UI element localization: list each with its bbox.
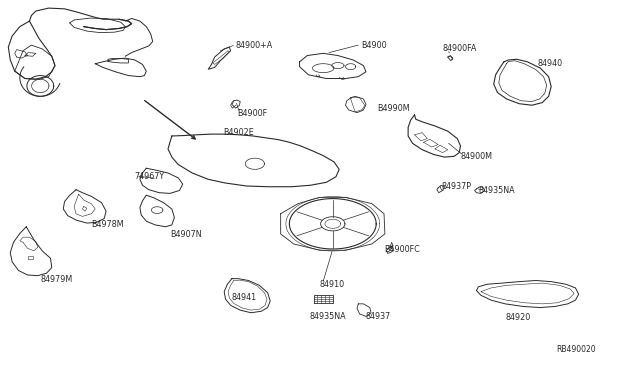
Text: B4907N: B4907N: [170, 230, 202, 239]
Text: 74967Y: 74967Y: [135, 172, 165, 181]
Text: 84910: 84910: [320, 280, 345, 289]
Text: 84940: 84940: [537, 59, 563, 68]
Text: B4900: B4900: [361, 41, 387, 50]
Text: 84937P: 84937P: [442, 182, 471, 190]
Text: 84941: 84941: [232, 293, 257, 302]
Text: 84900FA: 84900FA: [443, 44, 477, 53]
Text: RB490020: RB490020: [556, 345, 596, 354]
Text: 84900+A: 84900+A: [236, 41, 273, 50]
Text: 84935NA: 84935NA: [310, 312, 346, 321]
Text: B4900FC: B4900FC: [384, 245, 420, 254]
Text: B4978M: B4978M: [92, 221, 124, 230]
Text: 84937: 84937: [366, 312, 391, 321]
Text: 84920: 84920: [505, 313, 531, 322]
Text: B4900F: B4900F: [237, 109, 267, 118]
Text: B4990M: B4990M: [378, 104, 410, 113]
Text: B4902E: B4902E: [223, 128, 253, 137]
Text: 84979M: 84979M: [40, 275, 72, 284]
Text: 84935NA: 84935NA: [478, 186, 515, 195]
Text: 84900M: 84900M: [461, 152, 493, 161]
